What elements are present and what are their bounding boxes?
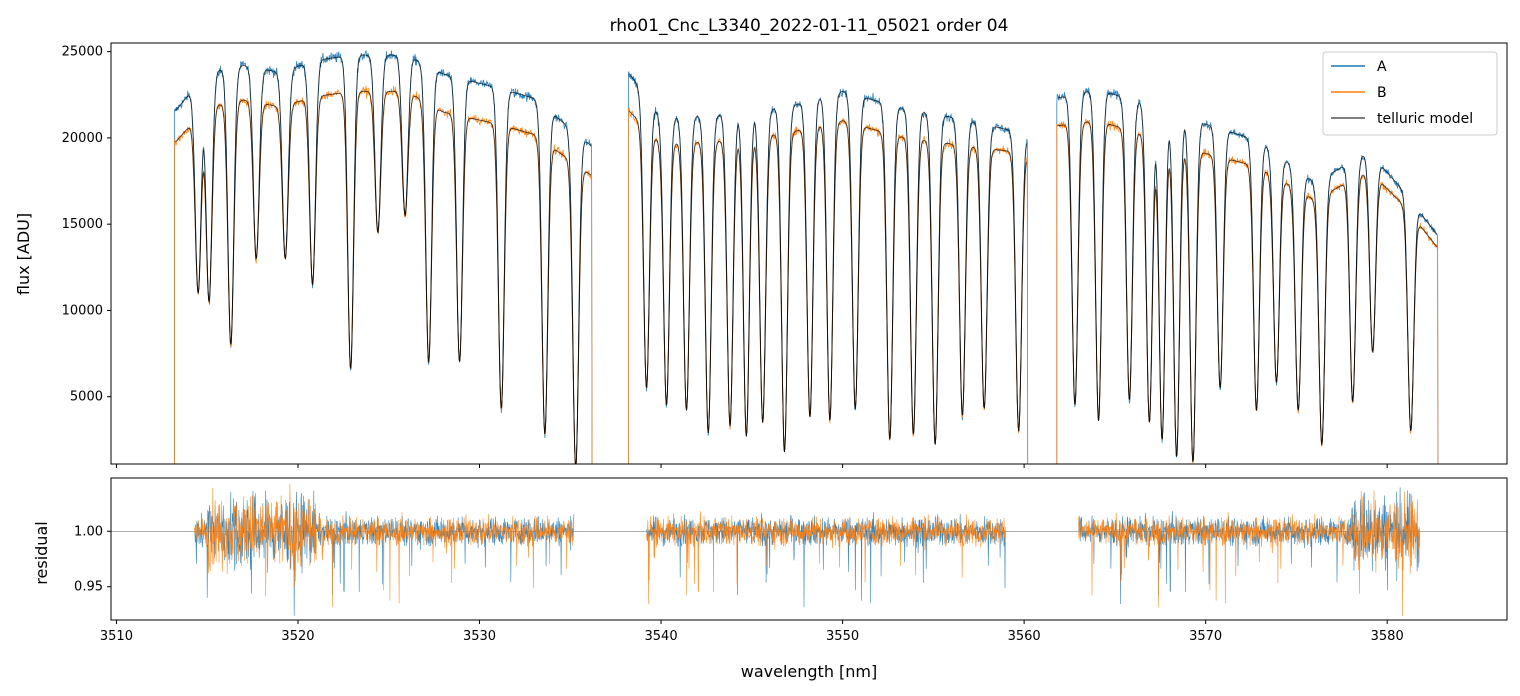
- telluric-model-over-a-seg1: [175, 54, 592, 464]
- residual-plot-area: [111, 483, 1507, 616]
- flux-ytick-label-5000: 5000: [70, 390, 103, 405]
- x-tick-label-3540: 3540: [645, 629, 678, 644]
- residual-ytick-label-0.95: 0.95: [74, 580, 103, 595]
- x-tick-label-3570: 3570: [1189, 629, 1222, 644]
- legend: A B telluric model: [1322, 51, 1498, 136]
- flux-panel-frame: [110, 42, 1508, 465]
- telluric-model-over-b-seg3: [1057, 121, 1438, 462]
- residual-series-b: [194, 483, 1420, 616]
- telluric-model-over-b-seg1: [175, 90, 592, 464]
- telluric-model-over-b-seg2: [628, 110, 1027, 452]
- residual-y-label: residual: [32, 521, 51, 584]
- x-tick-label-3560: 3560: [1008, 629, 1041, 644]
- residual-line-b-seg2: [646, 511, 1006, 605]
- residual-line-b-seg1: [194, 483, 575, 608]
- residual-panel-frame: [110, 477, 1508, 621]
- legend-label-b: B: [1377, 85, 1387, 101]
- x-axis-label: wavelength [nm]: [741, 662, 878, 681]
- residual-panel: 0.95 1.00 3510 3520 3530 3540 3550 3560 3570 3580…: [32, 477, 1508, 681]
- flux-ytick-label-25000: 25000: [62, 45, 103, 60]
- flux-series-b: [174, 85, 1439, 464]
- residual-axis-ticks: 0.95 1.00 3510 3520 3530 3540 3550 3560 3570 3580: [74, 524, 1404, 644]
- telluric-model-over-a-seg3: [1057, 91, 1438, 462]
- flux-line-a-seg2: [628, 71, 1029, 464]
- residual-line-b-seg3: [1078, 490, 1420, 616]
- flux-line-b-seg3: [1056, 118, 1439, 464]
- flux-ytick-label-15000: 15000: [62, 217, 103, 232]
- chart-title: rho01_Cnc_L3340_2022-01-11_05021 order 0…: [610, 16, 1009, 36]
- telluric-model-over-a-seg2: [628, 73, 1027, 452]
- residual-line-a-seg3: [1078, 487, 1420, 605]
- x-tick-label-3530: 3530: [463, 629, 496, 644]
- residual-ytick-label-1: 1.00: [74, 524, 103, 539]
- flux-line-a-seg3: [1056, 87, 1439, 464]
- legend-box: [1322, 51, 1498, 136]
- x-tick-label-3510: 3510: [100, 629, 133, 644]
- flux-y-label: flux [ADU]: [14, 213, 33, 295]
- legend-label-a: A: [1377, 59, 1387, 75]
- flux-line-b-seg1: [174, 85, 593, 464]
- x-tick-label-3580: 3580: [1371, 629, 1404, 644]
- flux-plot-area: [174, 50, 1439, 464]
- x-tick-label-3520: 3520: [281, 629, 314, 644]
- flux-series-telluric-model: [175, 54, 1438, 464]
- flux-ytick-label-20000: 20000: [62, 131, 103, 146]
- flux-axis-ticks: 5000 10000 15000 20000 25000: [62, 45, 1388, 468]
- flux-panel: 5000 10000 15000 20000 25000 flux [ADU] A B …: [14, 42, 1508, 468]
- legend-label-telluric: telluric model: [1377, 111, 1473, 127]
- x-tick-label-3550: 3550: [826, 629, 859, 644]
- flux-ytick-label-10000: 10000: [62, 303, 103, 318]
